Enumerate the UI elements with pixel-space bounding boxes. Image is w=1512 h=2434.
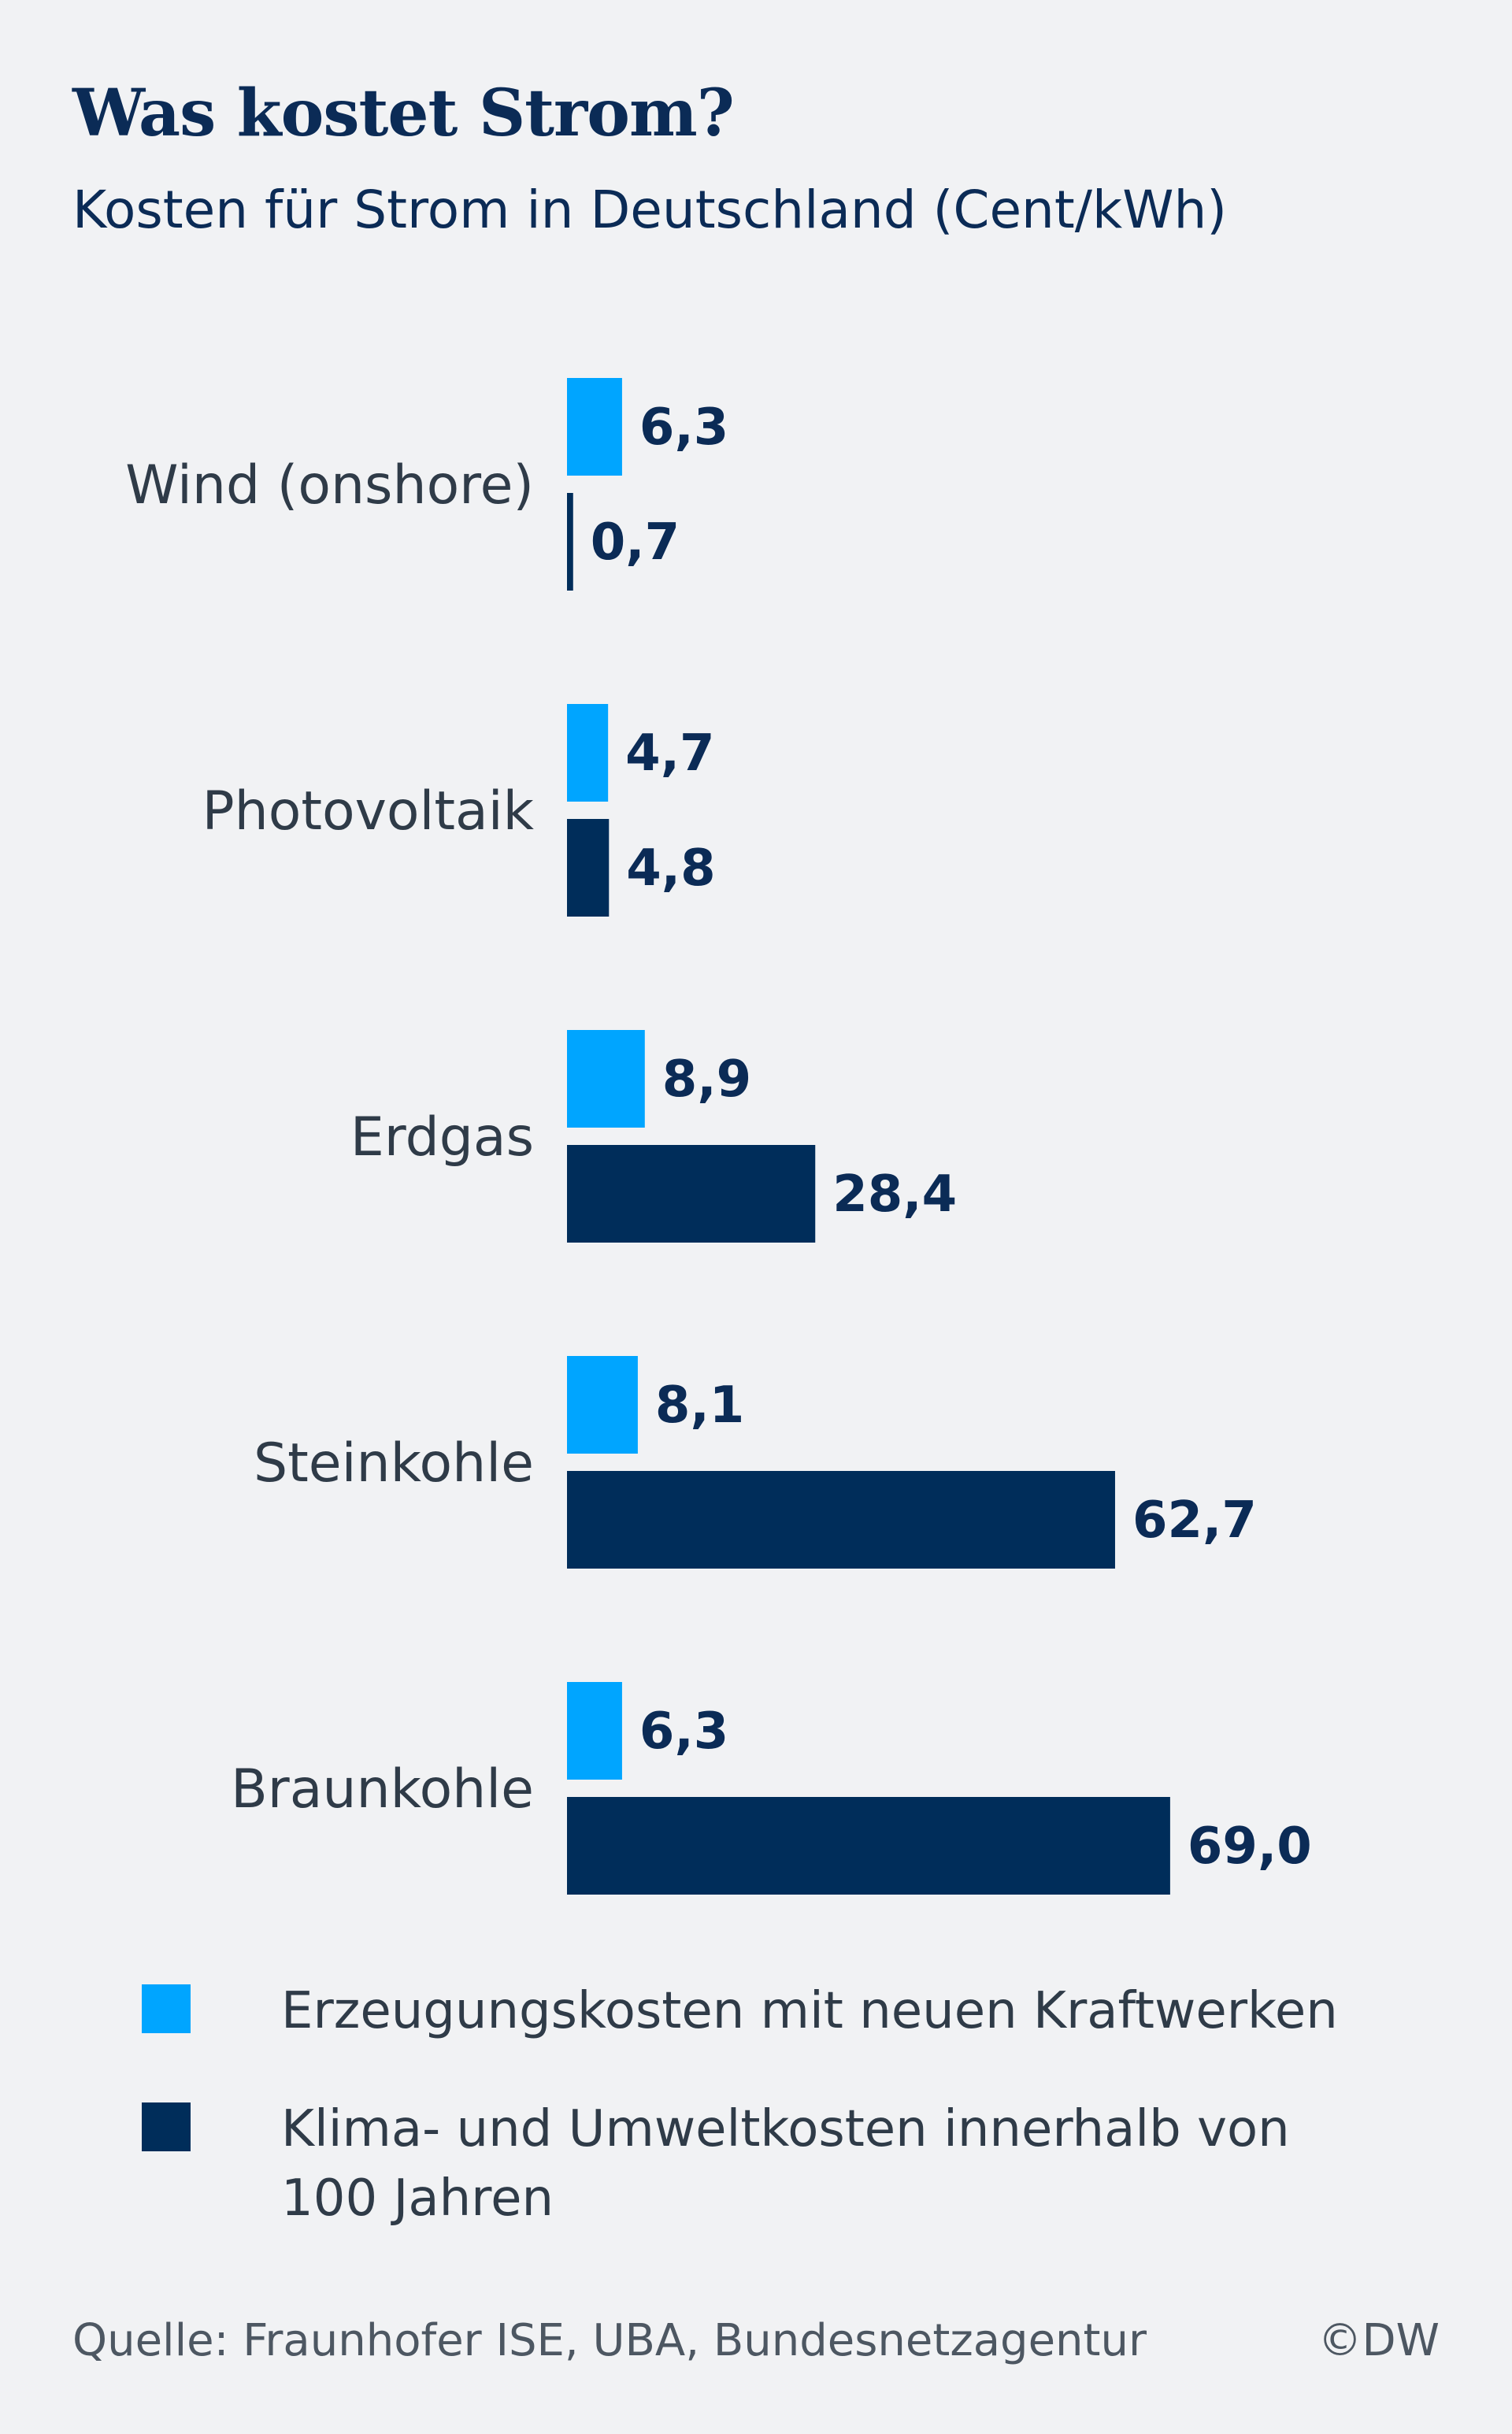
- legend-label: Erzeugungskosten mit neuen Kraftwerken: [281, 1982, 1338, 2040]
- bar-generation-cost: [567, 1356, 638, 1454]
- category-label: Wind (onshore): [125, 454, 534, 517]
- value-label: 8,9: [662, 1050, 751, 1109]
- value-label: 69,0: [1188, 1817, 1312, 1876]
- value-label: 4,8: [626, 839, 715, 898]
- bar-generation-cost: [567, 704, 609, 802]
- legend-swatch-dark: [142, 2102, 191, 2151]
- bar-climate-cost: [567, 1471, 1115, 1569]
- chart-title: Was kostet Strom?: [72, 76, 735, 151]
- value-label: 8,1: [655, 1376, 744, 1435]
- legend-item-climate: Klima- und Umweltkosten innerhalb von 10…: [142, 2095, 1384, 2233]
- bar-climate-cost: [567, 1145, 816, 1243]
- category-label: Erdgas: [350, 1106, 534, 1169]
- source-note: Quelle: Fraunhofer ISE, UBA, Bundesnetza…: [72, 2315, 1147, 2366]
- legend-item-generation: Erzeugungskosten mit neuen Kraftwerken: [142, 1976, 1384, 2046]
- bar-climate-cost: [567, 819, 610, 917]
- bar-generation-cost: [567, 378, 622, 476]
- bar-generation-cost: [567, 1030, 645, 1128]
- legend-swatch-light: [142, 1984, 191, 2033]
- value-label: 28,4: [832, 1165, 957, 1224]
- category-label: Braunkohle: [231, 1758, 534, 1821]
- bar-climate-cost: [567, 493, 573, 591]
- value-label: 0,7: [591, 513, 680, 572]
- bar-generation-cost: [567, 1682, 622, 1780]
- value-label: 6,3: [639, 398, 728, 457]
- copyright: ©DW: [1317, 2315, 1440, 2366]
- category-label: Steinkohle: [254, 1432, 534, 1495]
- legend-label: Klima- und Umweltkosten innerhalb von 10…: [281, 2100, 1290, 2228]
- category-label: Photovoltaik: [202, 780, 535, 843]
- chart-subtitle: Kosten für Strom in Deutschland (Cent/kW…: [72, 180, 1228, 240]
- bar-climate-cost: [567, 1797, 1170, 1895]
- value-label: 62,7: [1132, 1491, 1257, 1550]
- value-label: 4,7: [625, 724, 714, 783]
- bar-chart: Wind (onshore) 6,3 0,7 Photovoltaik 4,7 4,8 Er…: [125, 378, 1312, 1895]
- value-label: 6,3: [639, 1702, 728, 1761]
